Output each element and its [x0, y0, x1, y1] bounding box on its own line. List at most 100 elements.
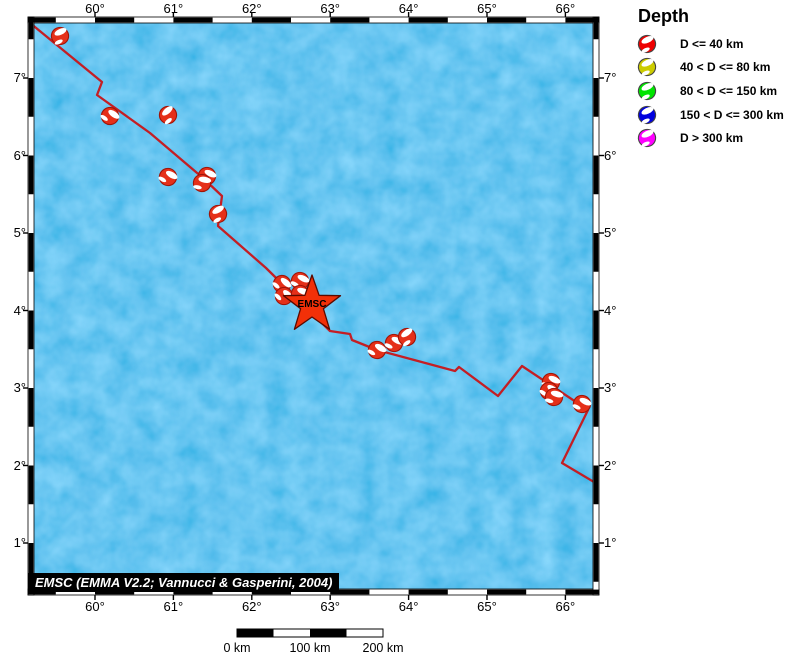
epicenter-star: EMSC: [282, 274, 342, 330]
beachball-red-icon: [637, 34, 657, 53]
lat-tick-label-left: 1°: [13, 535, 26, 550]
frame-segment: [593, 465, 599, 505]
frame-segment: [28, 543, 34, 582]
frame-segment: [565, 589, 599, 595]
legend-item-label: 80 < D <= 150 km: [680, 83, 778, 98]
map-frame: [23, 12, 604, 600]
lon-tick-label-top: 62°: [241, 1, 262, 16]
lon-tick-label-top: 65°: [477, 1, 497, 16]
focal-mechanism-beachball: [192, 173, 212, 193]
frame-segment: [487, 17, 527, 23]
frame-segment: [487, 589, 527, 595]
legend-beachball: [637, 105, 657, 124]
lon-tick-label-bottom: 63°: [320, 599, 341, 614]
beachball-yellow-icon: [637, 58, 657, 77]
attribution-bar: EMSC (EMMA V2.2; Vannucci & Gasperini, 2…: [28, 573, 340, 592]
frame-segment: [251, 17, 291, 23]
lon-tick-label-bottom: 64°: [398, 599, 419, 614]
frame-segment: [28, 589, 56, 595]
lon-tick-label-top: 60°: [85, 1, 105, 16]
frame-segment: [565, 17, 599, 23]
frame-segment: [28, 465, 34, 505]
frame-segment: [28, 388, 34, 427]
epicenter-star-label: EMSC: [298, 299, 327, 310]
frame-segment: [28, 17, 56, 23]
frame-segment: [173, 589, 213, 595]
focal-mechanism-beachball: [290, 271, 310, 291]
frame-segment: [28, 310, 34, 350]
legend-item-depth-over-300: D > 300 km: [636, 126, 790, 150]
focal-mechanism-beachball: [208, 204, 228, 224]
frame-segment: [173, 17, 213, 23]
legend-item-depth-40-80: 40 < D <= 80 km: [636, 56, 790, 80]
legend-item-depth-80-150: 80 < D <= 150 km: [636, 79, 790, 103]
frame-segment: [28, 78, 34, 117]
legend-beachball: [637, 34, 657, 53]
lon-tick-label-bottom: 61°: [163, 599, 184, 614]
legend-item-depth-0-40: D <= 40 km: [636, 32, 790, 56]
focal-mechanism-beachball: [367, 340, 387, 360]
legend-beachball: [637, 81, 657, 101]
beachball-blue-icon: [637, 105, 657, 124]
focal-mechanism-beachball: [158, 105, 178, 125]
frame-segment: [330, 589, 370, 595]
beachball-green-icon: [637, 81, 657, 101]
frame-segment: [593, 155, 599, 195]
focal-mechanism-beachball: [544, 387, 564, 407]
lat-tick-label-right: 2°: [604, 457, 617, 473]
distance-scalebar: [236, 628, 384, 638]
focal-mechanism-beachball: [100, 106, 120, 126]
legend-beachball: [637, 129, 657, 148]
frame-segment: [28, 155, 34, 195]
focal-mechanism-beachball: [50, 26, 70, 46]
frame-segment: [408, 589, 448, 595]
plate-boundary-line: [34, 24, 593, 483]
lon-tick-label-bottom: 66°: [555, 599, 576, 614]
scalebar-label-100km: 100 km: [289, 641, 331, 655]
beachball-magenta-icon: [637, 129, 657, 148]
lat-tick-label-left: 6°: [13, 147, 26, 163]
lon-tick-label-top: 64°: [398, 1, 419, 16]
lon-tick-label-top: 66°: [555, 1, 576, 16]
lat-tick-label-left: 4°: [13, 302, 26, 318]
focal-mechanism-beachball: [572, 394, 592, 414]
frame-segment: [593, 310, 599, 350]
legend-item-label: 150 < D <= 300 km: [680, 107, 784, 122]
lat-tick-label-right: 4°: [604, 302, 617, 318]
frame-segment: [95, 589, 135, 595]
lon-tick-label-bottom: 62°: [241, 599, 262, 614]
lat-tick-label-right: 5°: [604, 225, 617, 240]
frame-segment: [593, 388, 599, 427]
frame-segment: [593, 233, 599, 272]
depth-legend: Depth D <= 40 km 40 < D <= 80 km 80 < D …: [636, 6, 790, 150]
frame-segment: [593, 17, 599, 40]
frame-segment: [593, 78, 599, 117]
frame-segment: [593, 543, 599, 582]
frame-segment: [330, 17, 370, 23]
frame-segment: [28, 233, 34, 272]
focal-mechanism-beachball: [158, 167, 178, 187]
scalebar-label-200km: 200 km: [362, 641, 404, 655]
focal-mechanism-beachball: [397, 327, 417, 347]
lat-tick-label-left: 3°: [13, 380, 26, 395]
lat-tick-label-left: 7°: [13, 70, 26, 85]
scalebar-segment: [237, 629, 274, 637]
legend-item-label: D > 300 km: [680, 131, 744, 146]
ocean-area: EMSC: [34, 23, 593, 589]
lat-tick-label-left: 5°: [13, 225, 26, 240]
legend-item-label: 40 < D <= 80 km: [680, 60, 771, 75]
frame-segment: [95, 17, 135, 23]
frame-segment: [251, 589, 291, 595]
lat-tick-label-right: 3°: [604, 380, 617, 395]
lon-tick-label-bottom: 60°: [85, 599, 105, 614]
scalebar-label-0km: 0 km: [223, 641, 251, 655]
lat-tick-label-right: 7°: [604, 70, 617, 85]
focal-mechanisms-layer: [50, 26, 592, 414]
lon-tick-label-top: 63°: [320, 1, 341, 16]
frame-segment: [28, 17, 34, 40]
lat-tick-label-left: 2°: [13, 457, 26, 473]
legend-title: Depth: [638, 6, 689, 26]
frame-segment: [408, 17, 448, 23]
